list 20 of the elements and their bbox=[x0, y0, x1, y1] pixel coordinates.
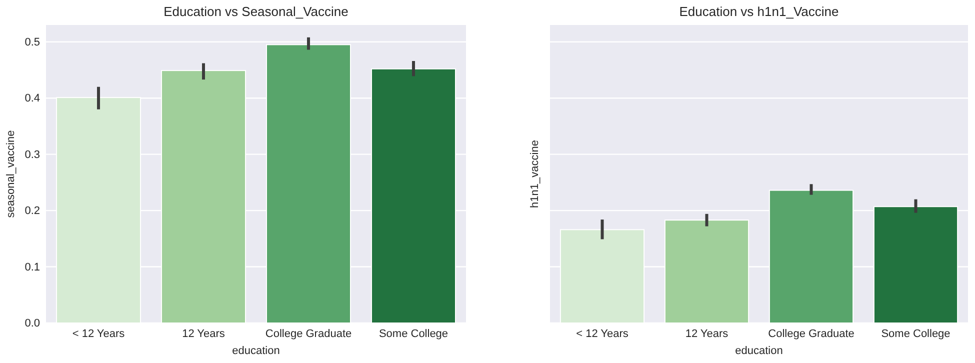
x-axis-title: education bbox=[232, 345, 280, 357]
y-tick-label: 0.1 bbox=[24, 261, 40, 274]
y-tick-label: 0.0 bbox=[24, 318, 40, 330]
y-axis-title: seasonal_vaccine bbox=[5, 130, 17, 218]
x-axis-title: education bbox=[735, 345, 783, 357]
x-tick-label: 12 Years bbox=[685, 328, 729, 340]
y-tick-label: 0.4 bbox=[24, 92, 40, 105]
x-tick-label: Some College bbox=[378, 328, 448, 340]
x-tick-label: < 12 Years bbox=[72, 328, 126, 340]
x-tick-label: < 12 Years bbox=[576, 328, 629, 340]
y-tick-label: 0.5 bbox=[24, 36, 40, 48]
x-tick-label: 12 Years bbox=[182, 328, 226, 340]
x-tick-label: College Graduate bbox=[768, 328, 854, 340]
chart-title: Education vs Seasonal_Vaccine bbox=[164, 4, 348, 19]
x-tick-label: College Graduate bbox=[265, 328, 352, 340]
y-tick-label: 0.2 bbox=[24, 205, 40, 218]
y-tick-label: 0.3 bbox=[24, 148, 40, 161]
y-axis-title: h1n1_vaccine bbox=[529, 140, 541, 208]
x-tick-label: Some College bbox=[881, 328, 950, 340]
chart-title: Education vs h1n1_Vaccine bbox=[679, 4, 839, 19]
